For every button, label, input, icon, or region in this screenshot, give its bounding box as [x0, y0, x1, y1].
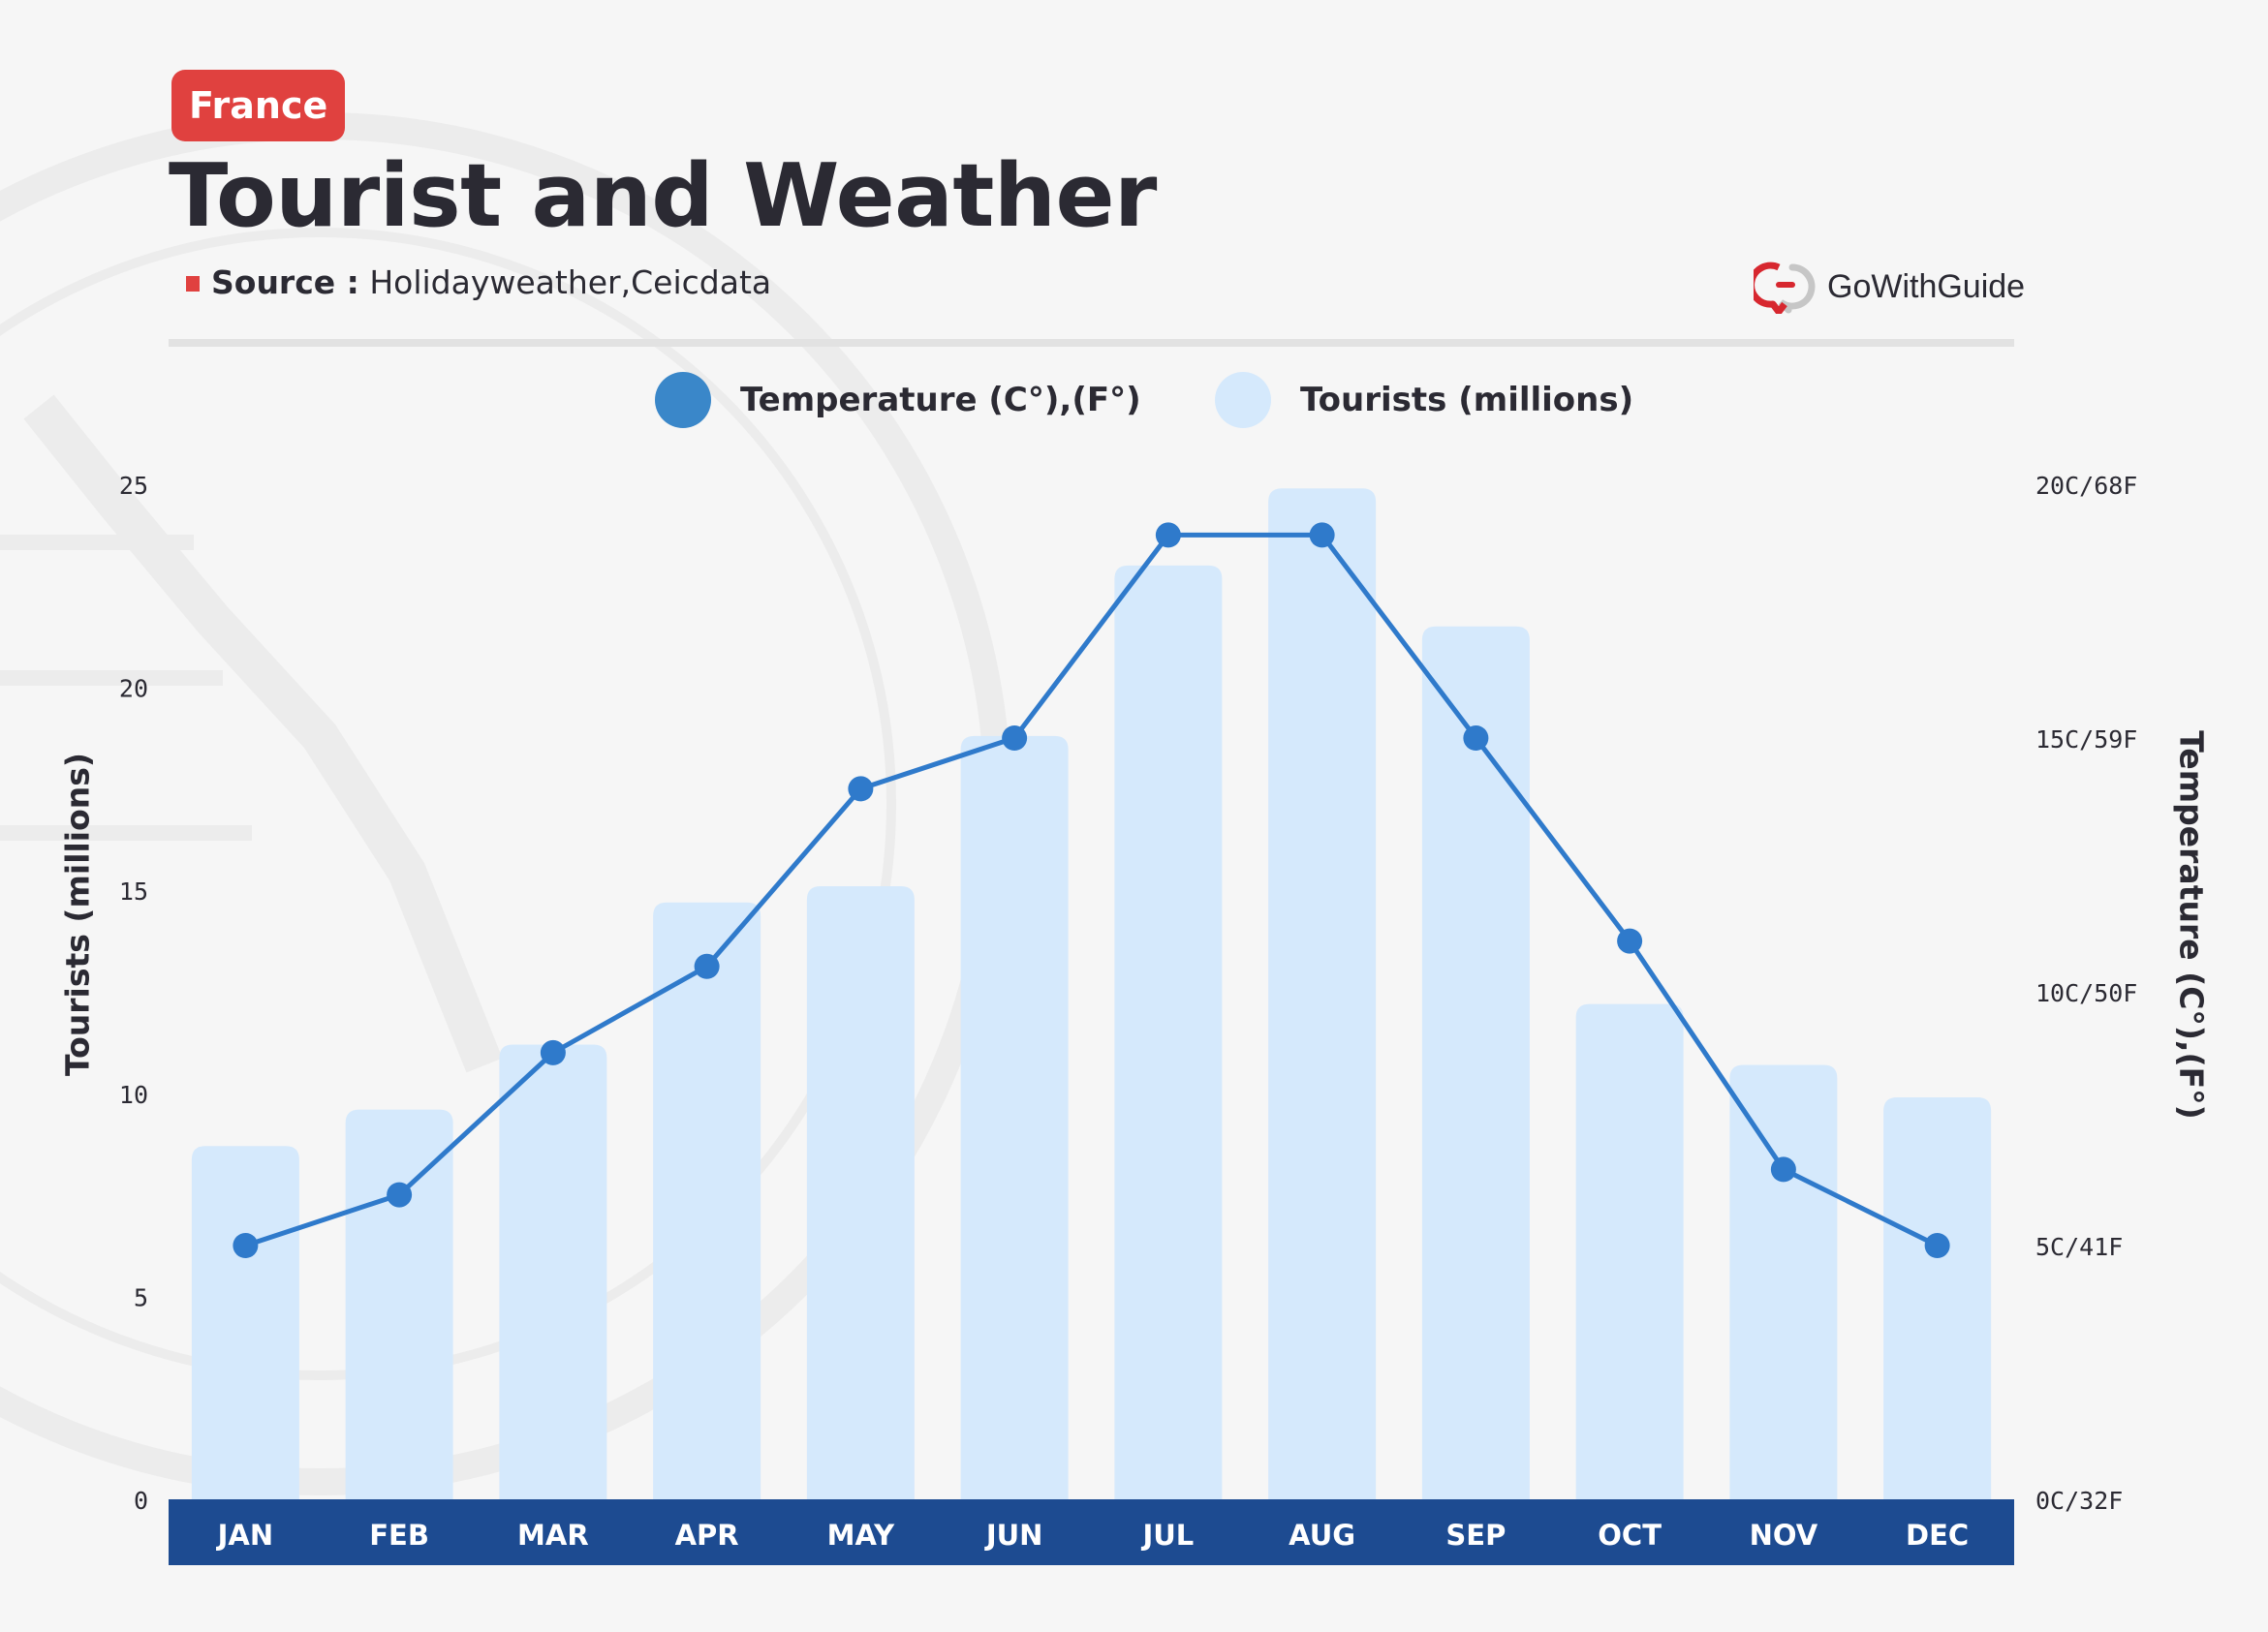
bar-jul: [1114, 565, 1223, 1499]
bar-aug: [1268, 488, 1377, 1499]
gowithguide-logo-icon: [1754, 262, 1816, 314]
x-tick-label-may: MAY: [827, 1519, 896, 1552]
x-tick-label-jun: JUN: [984, 1519, 1043, 1552]
x-axis-band: [169, 1499, 2014, 1565]
bar-mar: [499, 1044, 607, 1499]
x-tick-label-mar: MAR: [517, 1519, 589, 1552]
bar-dec: [1883, 1096, 1992, 1499]
bar-feb: [345, 1109, 453, 1499]
temperature-point-feb: [387, 1182, 413, 1208]
y-tick-label-20: 20: [119, 675, 148, 703]
y-tick-label-0: 0: [134, 1487, 148, 1515]
temperature-point-dec: [1924, 1233, 1950, 1258]
y2-tick-label-20: 20C/68F: [2035, 472, 2137, 500]
temperature-point-aug: [1309, 522, 1335, 548]
x-tick-label-sep: SEP: [1445, 1519, 1506, 1552]
bar-jan: [191, 1146, 299, 1499]
bar-sep: [1421, 626, 1530, 1499]
x-tick-label-jan: JAN: [216, 1519, 274, 1552]
brand: GoWithGuide: [1754, 260, 2025, 314]
y2-tick-label-10: 10C/50F: [2035, 979, 2137, 1007]
temperature-point-sep: [1463, 725, 1489, 751]
temperature-point-jul: [1155, 522, 1181, 548]
x-tick-label-feb: FEB: [369, 1519, 429, 1552]
temperature-point-jan: [233, 1233, 259, 1258]
temperature-point-nov: [1770, 1156, 1796, 1183]
country-tag: France: [171, 70, 346, 141]
header-divider: [169, 339, 2014, 347]
legend-swatch-tourists: [1215, 372, 1271, 428]
x-tick-label-dec: DEC: [1906, 1519, 1969, 1552]
y-tick-label-25: 25: [119, 472, 148, 500]
x-tick-label-jul: JUL: [1140, 1519, 1194, 1552]
temperature-point-oct: [1617, 928, 1643, 954]
source-value: Holidayweather,Ceicdata: [369, 263, 772, 301]
y2-tick-label-0: 0C/32F: [2035, 1487, 2123, 1515]
x-tick-label-aug: AUG: [1289, 1519, 1355, 1552]
legend-label-temperature: Temperature (C°),(F°): [740, 381, 1141, 419]
legend-item-tourists: Tourists (millions): [1215, 372, 1633, 428]
source-bullet: [186, 276, 200, 292]
y-axis-title-left: Tourists (millions): [58, 752, 97, 1077]
x-tick-label-apr: APR: [675, 1519, 739, 1552]
y-tick-label-10: 10: [119, 1081, 148, 1109]
y2-tick-label-5: 5C/41F: [2035, 1233, 2123, 1261]
legend-label-tourists: Tourists (millions): [1300, 381, 1634, 419]
x-tick-label-oct: OCT: [1598, 1519, 1662, 1552]
y2-tick-label-15: 15C/59F: [2035, 725, 2137, 754]
y-tick-label-5: 5: [134, 1283, 148, 1311]
temperature-point-may: [848, 776, 874, 802]
bar-nov: [1729, 1064, 1838, 1499]
temperature-point-mar: [540, 1039, 566, 1065]
temperature-line: [244, 532, 1939, 1248]
bar-apr: [653, 902, 761, 1499]
bar-may: [806, 886, 915, 1499]
source-label: Source :: [211, 263, 359, 301]
y-tick-label-15: 15: [119, 878, 148, 906]
y-axis-title-right: Temperature (C°),(F°): [2172, 730, 2211, 1120]
legend-swatch-temperature: [655, 372, 711, 428]
temperature-point-jun: [1002, 725, 1028, 751]
page-title: Tourist and Weather: [169, 145, 1157, 247]
temperature-point-apr: [694, 953, 720, 979]
x-tick-label-nov: NOV: [1750, 1519, 1818, 1552]
bar-oct: [1575, 1003, 1684, 1499]
brand-name: GoWithGuide: [1827, 267, 2026, 305]
source-line: Source : Holidayweather,Ceicdata: [186, 262, 771, 304]
legend-item-temperature: Temperature (C°),(F°): [655, 372, 1141, 428]
bar-jun: [960, 735, 1069, 1499]
